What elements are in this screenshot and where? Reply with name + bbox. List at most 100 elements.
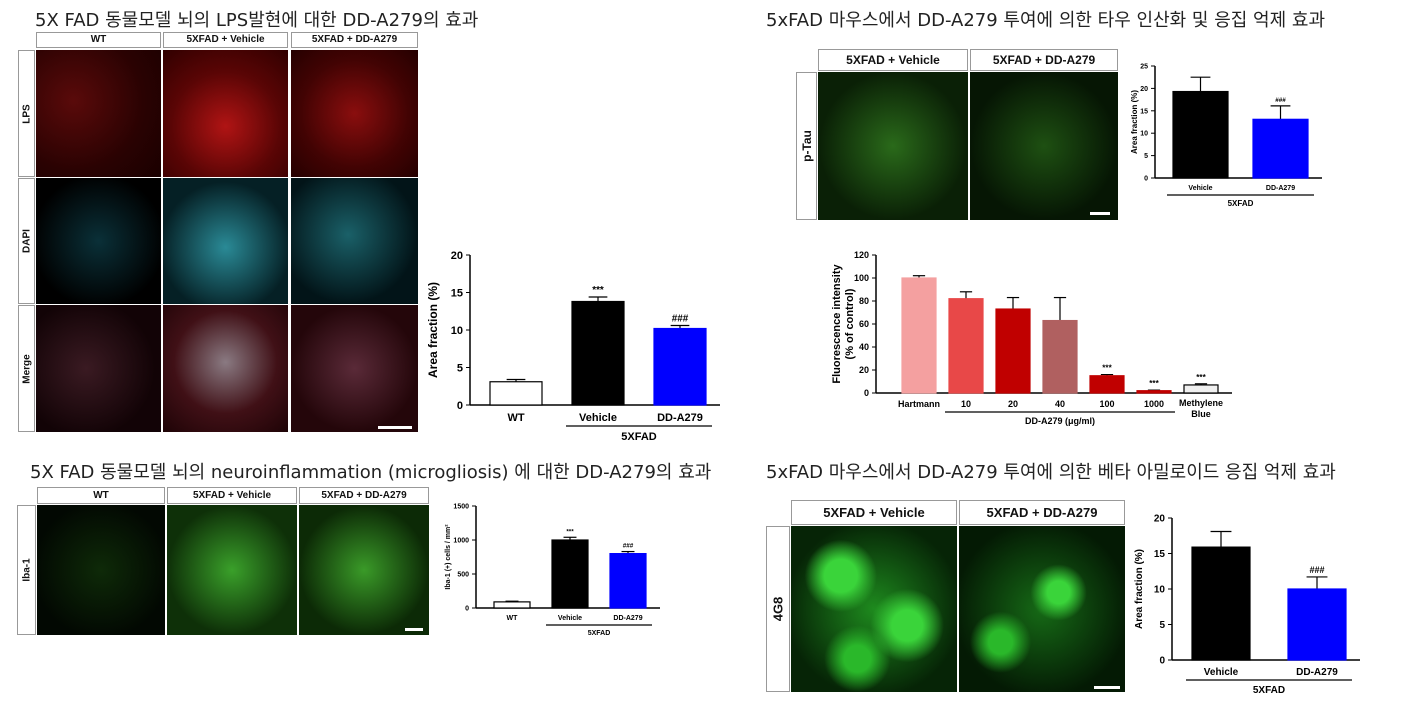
x-tick-label: DD-A279: [1296, 667, 1338, 678]
chart-fluor: 0 20 40 60 80 100 120 Fluorescence intensity (% …: [831, 250, 1232, 426]
y-tick-label: 100: [854, 273, 869, 283]
bar: [1252, 118, 1309, 179]
group-label: 5XFAD: [588, 630, 611, 637]
micrograph-dapi-vehicle: [163, 178, 288, 304]
col-header-ptau-dd: 5XFAD + DD-A279: [970, 49, 1118, 71]
y-tick-label: 500: [457, 571, 469, 578]
x-tick-label: Vehicle: [579, 412, 617, 424]
group-label: 5XFAD: [1228, 199, 1254, 208]
y-tick-label: 25: [1140, 63, 1148, 70]
micrograph-lps-dd: [291, 50, 418, 177]
col-header-wt: WT: [36, 32, 161, 48]
significance-label: ***: [1196, 373, 1206, 382]
col-header-dd: 5XFAD + DD-A279: [291, 32, 418, 48]
y-tick-label: 0: [1159, 656, 1165, 667]
bar: [1183, 384, 1219, 394]
bar: [653, 327, 707, 406]
micrograph-iba-dd: [299, 505, 429, 635]
y-tick-label: 5: [1144, 153, 1148, 160]
row-header-lps: LPS: [18, 50, 35, 177]
micrograph-lps-wt: [36, 50, 161, 177]
bar: [1042, 319, 1078, 394]
chart-4g8: 0 5 10 15 20 Area fraction (%) Vehicle ### DD-A2…: [1134, 514, 1360, 696]
y-tick-label: 0: [1144, 175, 1148, 182]
bar: [1191, 546, 1251, 661]
x-tick-label: 20: [1008, 399, 1018, 409]
significance-label: ***: [592, 285, 604, 296]
y-tick-label: 5: [1159, 620, 1165, 631]
micrograph-merge-wt: [36, 305, 161, 432]
col-header-4g8-vehicle: 5XFAD + Vehicle: [791, 500, 957, 525]
panel-title-ptau: 5xFAD 마우스에서 DD-A279 투여에 의한 타우 인산화 및 응집 억…: [766, 10, 1326, 31]
y-tick-label: 80: [859, 296, 869, 306]
col-header-iba-vehicle: 5XFAD + Vehicle: [167, 487, 297, 504]
micrograph-4g8-dd: [959, 526, 1125, 692]
y-tick-label: 60: [859, 319, 869, 329]
scale-bar: [1090, 212, 1110, 215]
y-tick-label: 10: [1154, 585, 1166, 596]
chart-ptau: 0 5 10 15 20 25 Area fraction (%) Vehicle ### DD-…: [1130, 63, 1322, 208]
group-label: 5XFAD: [621, 431, 657, 440]
y-axis-label: (% of control): [844, 288, 856, 359]
bar: [995, 308, 1031, 394]
micrograph-dapi-dd: [291, 178, 418, 304]
y-tick-label: 20: [1154, 514, 1166, 525]
significance-label: ***: [1149, 379, 1159, 388]
bar: [609, 552, 647, 609]
x-tick-label: Blue: [1191, 409, 1211, 419]
x-tick-label: 10: [961, 399, 971, 409]
x-tick-label: WT: [507, 615, 519, 622]
x-tick-label: Hartmann: [898, 399, 940, 409]
scale-bar: [1094, 686, 1120, 689]
y-tick-label: 5: [457, 362, 463, 374]
row-header-merge: Merge: [18, 305, 35, 432]
micrograph-merge-dd: [291, 305, 418, 432]
bar: [551, 539, 589, 609]
bar: [948, 298, 984, 394]
x-tick-label: WT: [507, 412, 524, 424]
row-header-4g8: 4G8: [766, 526, 790, 692]
bar: [901, 277, 937, 394]
micrograph-ptau-vehicle: [818, 72, 968, 220]
y-tick-label: 20: [451, 250, 463, 262]
y-tick-label: 10: [451, 325, 463, 337]
micrograph-dapi-wt: [36, 178, 161, 304]
y-axis-label: Iba-1 (+) cells / mm²: [445, 524, 452, 590]
x-tick-label: DD-A279: [657, 412, 703, 424]
micrograph-4g8-vehicle: [791, 526, 957, 692]
col-header-iba-wt: WT: [37, 487, 165, 504]
significance-label: ***: [1102, 364, 1112, 373]
bar: [1287, 588, 1347, 661]
y-tick-label: 0: [864, 388, 869, 398]
x-tick-label: 40: [1055, 399, 1065, 409]
panel-title-4g8: 5xFAD 마우스에서 DD-A279 투여에 의한 베타 아밀로이드 응집 억…: [766, 462, 1336, 483]
x-tick-label: Vehicle: [1188, 185, 1212, 192]
micrograph-ptau-dd: [970, 72, 1118, 220]
y-tick-label: 15: [1140, 108, 1148, 115]
micrograph-lps-vehicle: [163, 50, 288, 177]
x-tick-label: 100: [1099, 399, 1114, 409]
chart-lps: 0 5 10 15 20 Area fraction (%) WT *** Vehicle ###…: [426, 250, 720, 440]
x-tick-label: Vehicle: [558, 615, 582, 622]
scale-bar: [405, 628, 423, 631]
y-tick-label: 0: [465, 605, 469, 612]
col-header-iba-dd: 5XFAD + DD-A279: [299, 487, 429, 504]
significance-label: ###: [623, 543, 634, 550]
y-tick-label: 120: [854, 250, 869, 260]
bar: [1172, 90, 1229, 179]
y-tick-label: 0: [457, 400, 463, 412]
col-header-vehicle: 5XFAD + Vehicle: [163, 32, 288, 48]
significance-label: ###: [1309, 565, 1324, 575]
y-tick-label: 1500: [453, 503, 469, 510]
bar: [1136, 390, 1172, 394]
bar: [493, 601, 531, 609]
row-header-ptau: p-Tau: [796, 72, 817, 220]
significance-label: ###: [672, 314, 689, 325]
y-axis-label: Area fraction (%): [426, 282, 440, 378]
col-header-ptau-vehicle: 5XFAD + Vehicle: [818, 49, 968, 71]
y-tick-label: 15: [1154, 549, 1166, 560]
y-tick-label: 20: [1140, 86, 1148, 93]
bar: [1089, 375, 1125, 394]
x-tick-label: 1000: [1144, 399, 1164, 409]
y-tick-label: 15: [451, 287, 463, 299]
